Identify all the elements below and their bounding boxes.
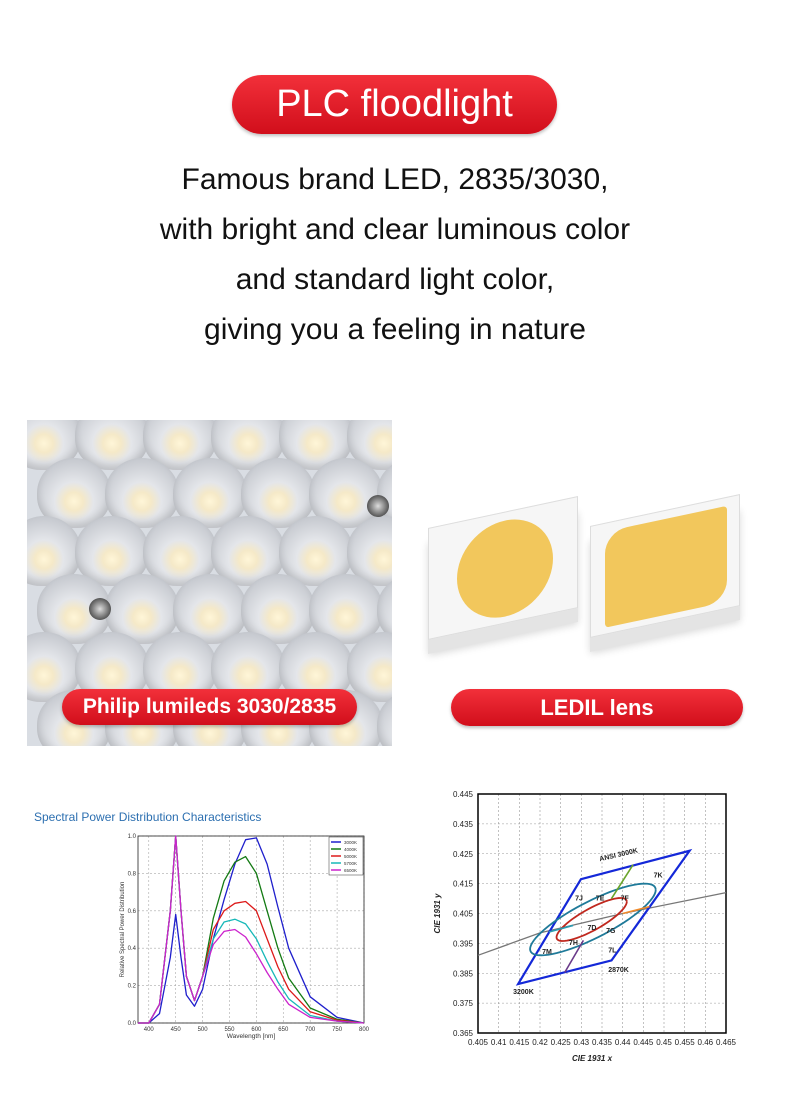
screw-icon (367, 495, 389, 517)
bin-label: 7F (621, 896, 630, 903)
x-tick-label: 0.41 (491, 1038, 507, 1047)
y-tick-label: 0.365 (453, 1029, 474, 1038)
y-tick-label: 1.0 (128, 834, 137, 840)
x-tick-label: 450 (171, 1027, 182, 1033)
bin-divider (610, 864, 634, 899)
bin-divider (548, 924, 574, 933)
x-tick-label: 0.455 (675, 1038, 696, 1047)
description-line-2: with bright and clear luminous color (159, 213, 631, 246)
macadam-ellipse (555, 897, 628, 942)
bin-label: 2870K (608, 967, 629, 974)
macadam-ellipse (529, 882, 657, 957)
x-tick-label: 0.415 (509, 1038, 530, 1047)
x-tick-label: 400 (144, 1027, 155, 1033)
y-tick-label: 0.4 (128, 946, 137, 952)
x-tick-label: 0.405 (468, 1038, 489, 1047)
x-tick-label: 0.435 (592, 1038, 613, 1047)
y-tick-label: 0.425 (453, 850, 474, 859)
bin-label: 7L (608, 947, 617, 954)
y-tick-label: 0.0 (128, 1021, 137, 1027)
x-tick-label: 0.46 (698, 1038, 714, 1047)
series-line-6500K (138, 835, 365, 1024)
x-axis-label: Wavelength [nm] (227, 1033, 276, 1040)
bin-label: 7H (569, 940, 578, 947)
y-tick-label: 0.385 (453, 969, 474, 978)
x-tick-label: 0.465 (716, 1038, 737, 1047)
plot-frame (477, 793, 727, 1034)
bin-label: 7J (575, 896, 583, 903)
bin-divider (622, 905, 650, 915)
y-axis-label: Relative Spectral Power Distribution (120, 882, 126, 978)
y-tick-label: 0.395 (453, 939, 474, 948)
x-tick-label: 750 (332, 1027, 343, 1033)
bin-label: ANSI 3000K (599, 848, 639, 864)
x-tick-label: 0.42 (532, 1038, 548, 1047)
x-tick-label: 500 (198, 1027, 209, 1033)
x-tick-label: 0.43 (574, 1038, 590, 1047)
lens (377, 574, 392, 644)
x-tick-label: 0.445 (633, 1038, 654, 1047)
bin-label: 7D (588, 925, 597, 932)
bin-label: 3200K (513, 989, 534, 996)
bin-divider (564, 939, 585, 973)
x-tick-label: 800 (359, 1027, 370, 1033)
bin-label: 7M (542, 949, 552, 956)
screw-icon (89, 598, 111, 620)
y-tick-label: 0.6 (128, 909, 137, 915)
legend (328, 836, 364, 876)
bin-label: 7E (596, 896, 605, 903)
y-tick-label: 0.405 (453, 910, 474, 919)
x-axis-label: CIE 1931 x (572, 1054, 613, 1063)
title-banner: PLC floodlight (232, 75, 557, 134)
x-tick-label: 700 (305, 1027, 316, 1033)
x-tick-label: 0.45 (656, 1038, 672, 1047)
y-tick-label: 0.375 (453, 999, 474, 1008)
x-tick-label: 600 (251, 1027, 262, 1033)
y-tick-label: 0.435 (453, 820, 474, 829)
legend-label: 6500K (344, 868, 357, 873)
y-axis-label: CIE 1931 y (433, 893, 442, 934)
ansi-quadrangle (515, 848, 693, 986)
y-tick-label: 0.2 (128, 984, 137, 990)
x-tick-label: 550 (224, 1027, 235, 1033)
bin-label: 7G (606, 928, 616, 935)
bin-label: 7K (654, 873, 663, 880)
spectral-title: Spectral Power Distribution Characterist… (34, 810, 262, 824)
plot-frame (137, 835, 365, 1024)
x-tick-label: 650 (278, 1027, 289, 1033)
legend-label: 3000K (344, 840, 357, 845)
x-tick-label: 0.425 (551, 1038, 572, 1047)
y-tick-label: 0.415 (453, 880, 474, 889)
blackbody-curve (477, 891, 727, 956)
philips-label: Philip lumileds 3030/2835 (62, 689, 357, 725)
legend-label: 5000K (344, 854, 357, 859)
x-tick-label: 0.44 (615, 1038, 631, 1047)
description-line-4: giving you a feeling in nature (204, 313, 586, 346)
ledil-label: LEDIL lens (451, 689, 743, 726)
legend-label: 4000K (344, 847, 357, 852)
description-line-3: and standard light color, (235, 263, 555, 296)
legend-label: 5700K (344, 861, 357, 866)
y-tick-label: 0.8 (128, 871, 137, 877)
description-line-1: Famous brand LED, 2835/3030, (181, 163, 609, 196)
y-tick-label: 0.445 (453, 790, 474, 799)
